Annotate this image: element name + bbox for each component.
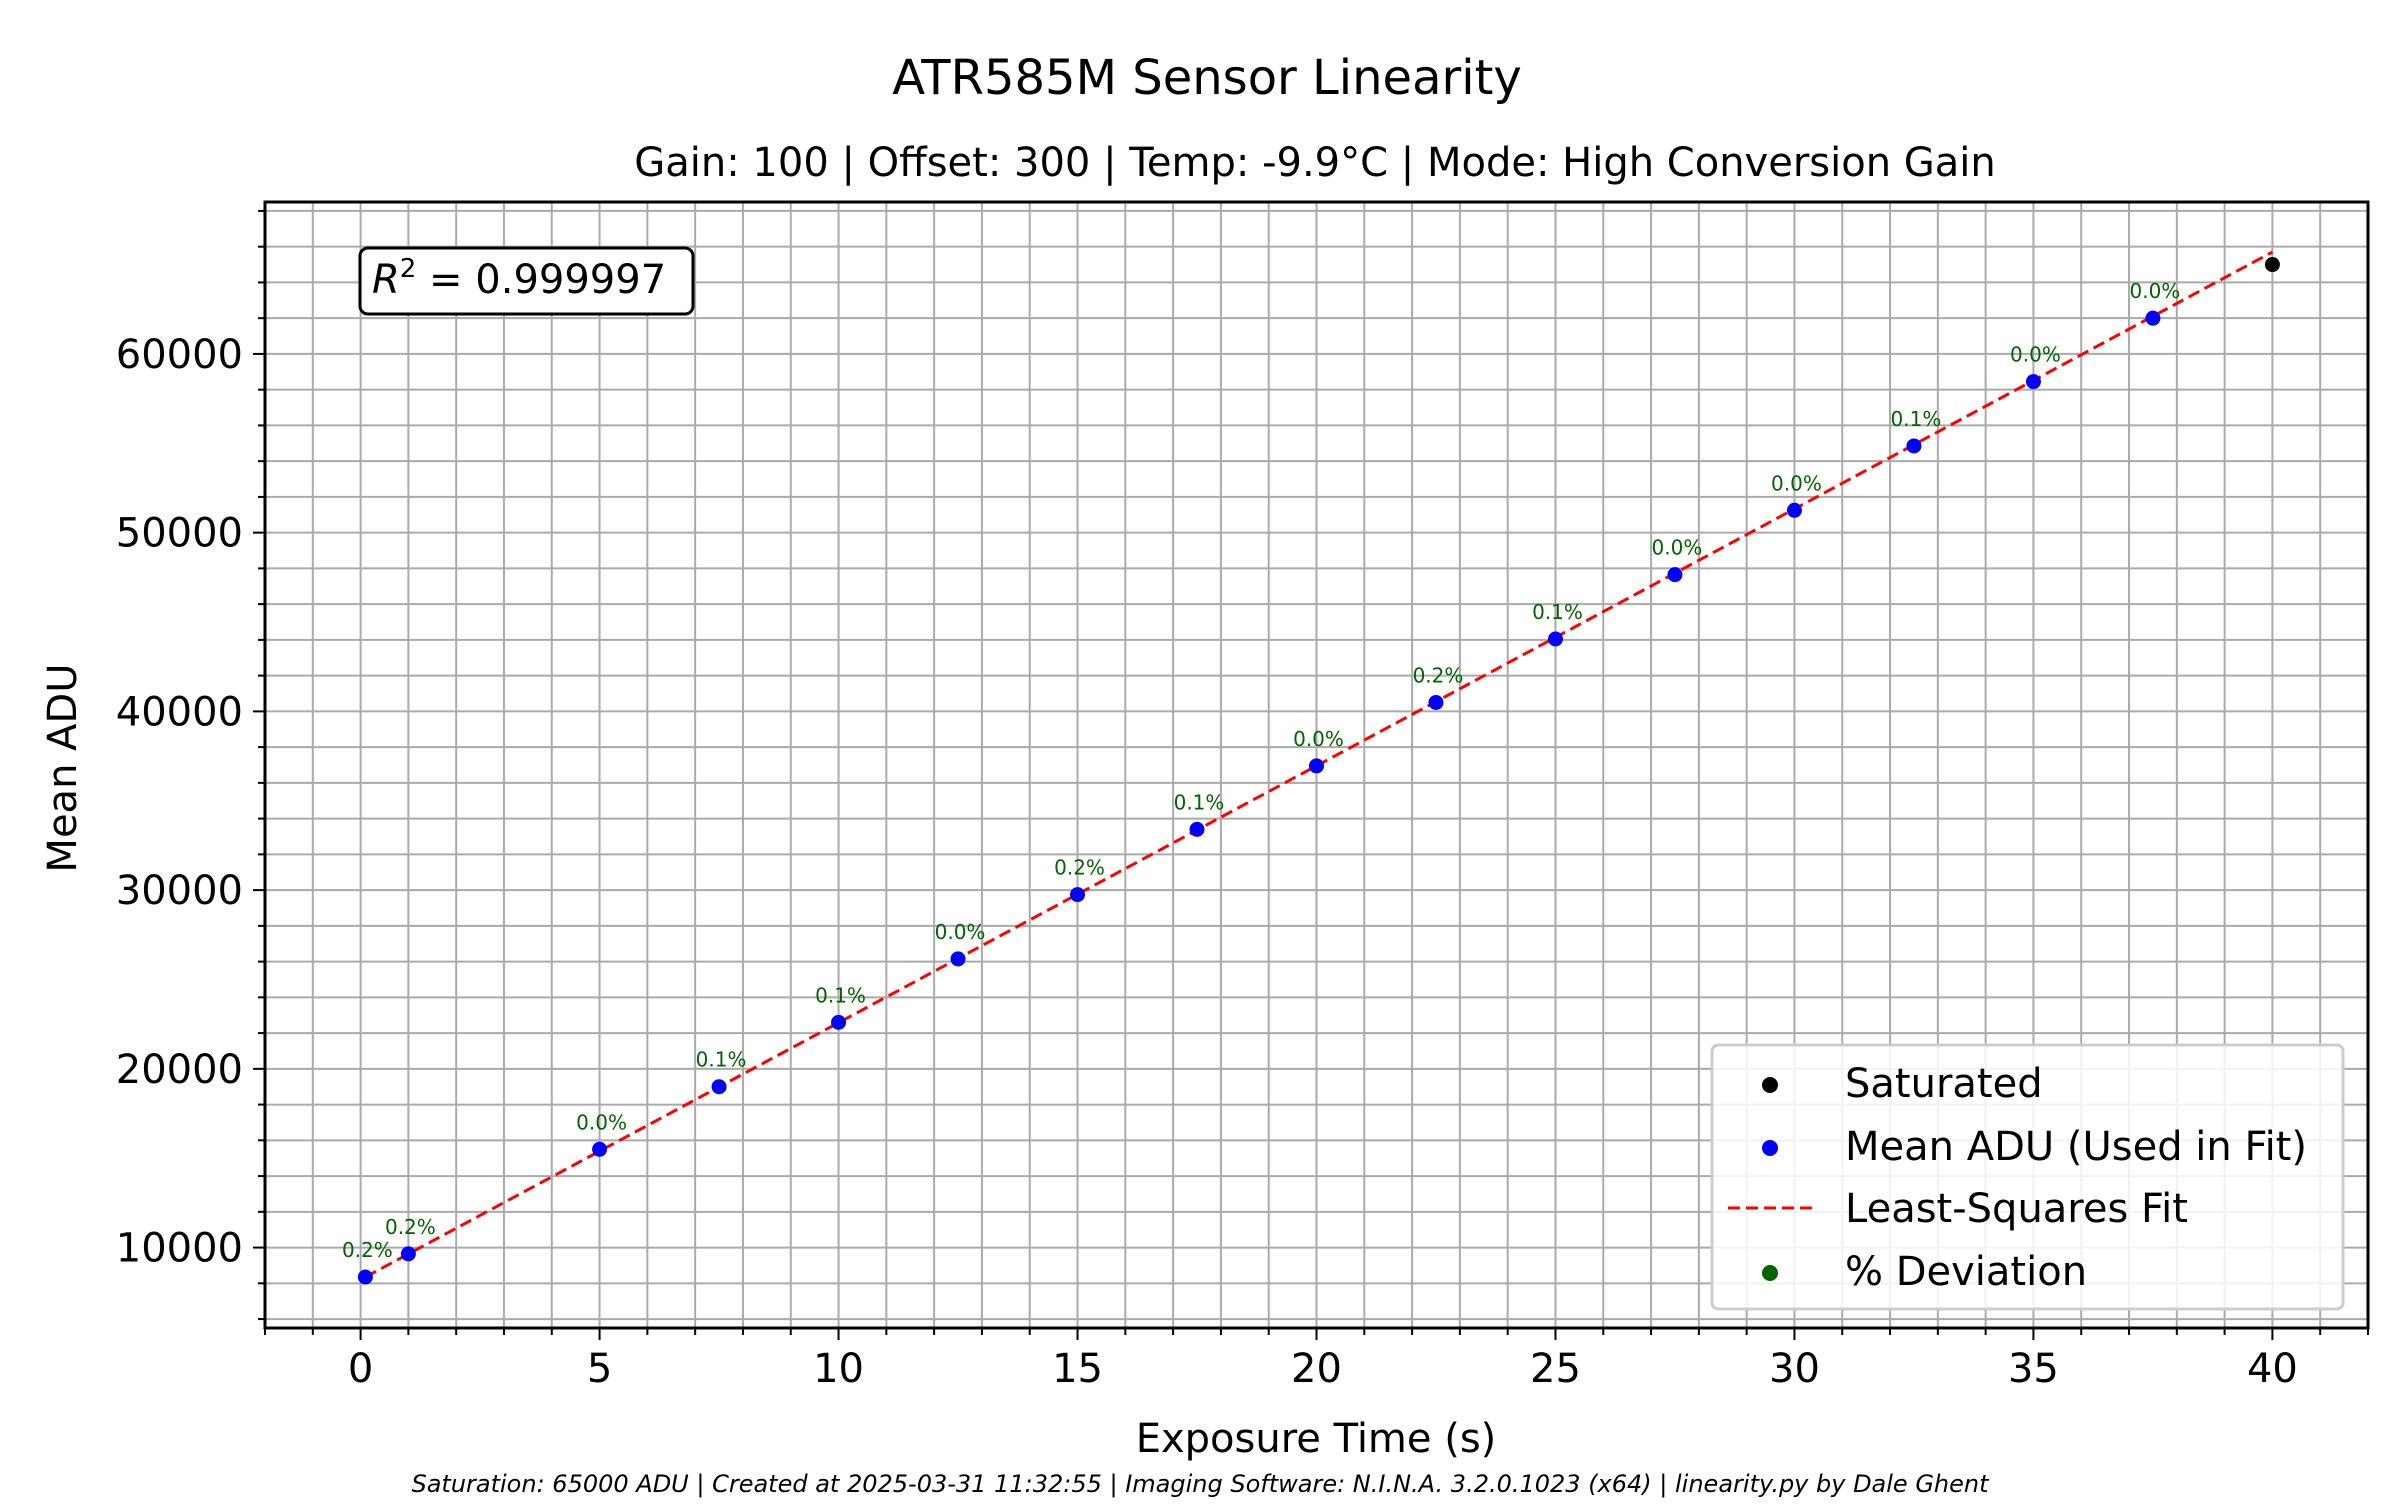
legend-saturated-marker — [1762, 1077, 1778, 1093]
mean-adu-point — [1309, 758, 1324, 774]
mean-adu-point — [1906, 438, 1922, 454]
mean-adu-point — [2145, 310, 2161, 326]
deviation-label: 0.1% — [696, 1048, 747, 1072]
deviation-label: 0.2% — [1054, 856, 1105, 880]
legend-mean-adu-marker — [1762, 1140, 1778, 1156]
legend-frame — [1710, 1043, 2345, 1311]
x-axis-label: Exposure Time (s) — [1136, 1416, 1497, 1462]
r-squared-equals: = — [416, 257, 475, 303]
mean-adu-point — [950, 951, 966, 967]
y-tick-label: 40000 — [116, 689, 243, 735]
deviation-label: 0.1% — [1532, 600, 1583, 624]
svg-text:R2 = 0.999997: R2 = 0.999997 — [372, 254, 666, 303]
y-axis-label: Mean ADU — [40, 663, 86, 872]
x-tick-label: 0 — [348, 1346, 373, 1392]
legend-fit-label: Least-Squares Fit — [1845, 1186, 2188, 1232]
mean-adu-point — [1189, 821, 1205, 837]
axis-ticks: 0 5 10 15 20 25 30 35 40 10000 20000 30000 40000 5000… — [116, 209, 2369, 1392]
legend-deviation-label: % Deviation — [1845, 1249, 2087, 1295]
deviation-label: 0.0% — [1652, 536, 1703, 560]
y-tick-label: 30000 — [116, 868, 243, 914]
y-tick-label: 60000 — [116, 332, 243, 378]
mean-adu-point — [831, 1014, 847, 1030]
deviation-label: 0.0% — [1293, 727, 1344, 751]
r-squared-box: R2 = 0.999997 — [358, 246, 695, 316]
y-tick-label: 20000 — [116, 1047, 243, 1093]
data-points — [357, 257, 2280, 1285]
r-squared-exponent: 2 — [400, 254, 417, 284]
deviation-label: 0.0% — [1771, 471, 1822, 495]
x-tick-label: 5 — [587, 1346, 612, 1392]
mean-adu-point — [592, 1141, 608, 1157]
x-tick-label: 30 — [1769, 1346, 1820, 1392]
mean-adu-point — [1070, 887, 1086, 903]
chart-title: ATR585M Sensor Linearity — [892, 50, 1522, 106]
x-tick-label: 10 — [813, 1346, 864, 1392]
y-tick-label: 50000 — [116, 511, 243, 557]
footer-note: Saturation: 65000 ADU | Created at 2025-… — [411, 1470, 1990, 1498]
r-squared-symbol: R — [372, 257, 400, 303]
legend: Saturated Mean ADU (Used in Fit) Least-S… — [1710, 1043, 2345, 1311]
mean-adu-point — [2025, 374, 2041, 390]
mean-adu-point — [1547, 631, 1563, 647]
y-tick-label: 10000 — [116, 1226, 243, 1272]
x-tick-label: 15 — [1052, 1346, 1103, 1392]
mean-adu-point — [1786, 502, 1802, 518]
mean-adu-point — [1667, 567, 1683, 583]
deviation-label: 0.1% — [815, 983, 866, 1007]
deviation-label: 0.0% — [935, 920, 986, 944]
deviation-label: 0.2% — [1413, 663, 1464, 687]
legend-saturated-label: Saturated — [1845, 1061, 2043, 1107]
deviation-labels: 0.2%0.2%0.0%0.1%0.1%0.0%0.2%0.1%0.0%0.2%… — [342, 279, 2180, 1262]
deviation-label: 0.1% — [1174, 790, 1225, 814]
deviation-label: 0.0% — [2010, 343, 2061, 367]
deviation-label: 0.1% — [1891, 407, 1942, 431]
x-tick-label: 25 — [1530, 1346, 1581, 1392]
legend-mean-adu-label: Mean ADU (Used in Fit) — [1845, 1124, 2307, 1170]
mean-adu-point — [1428, 694, 1444, 710]
mean-adu-point — [357, 1269, 373, 1285]
x-tick-label: 35 — [2008, 1346, 2059, 1392]
saturated-point — [2264, 257, 2280, 273]
legend-deviation-marker — [1762, 1265, 1778, 1281]
chart-subtitle: Gain: 100 | Offset: 300 | Temp: -9.9°C |… — [634, 140, 1995, 186]
deviation-label: 0.2% — [342, 1238, 393, 1262]
x-tick-label: 40 — [2247, 1346, 2298, 1392]
x-tick-label: 20 — [1291, 1346, 1342, 1392]
deviation-label: 0.0% — [576, 1110, 627, 1134]
mean-adu-point — [400, 1246, 416, 1262]
deviation-label: 0.2% — [385, 1215, 436, 1239]
r-squared-value: 0.999997 — [475, 257, 666, 303]
deviation-label: 0.0% — [2130, 279, 2181, 303]
mean-adu-point — [711, 1079, 727, 1095]
